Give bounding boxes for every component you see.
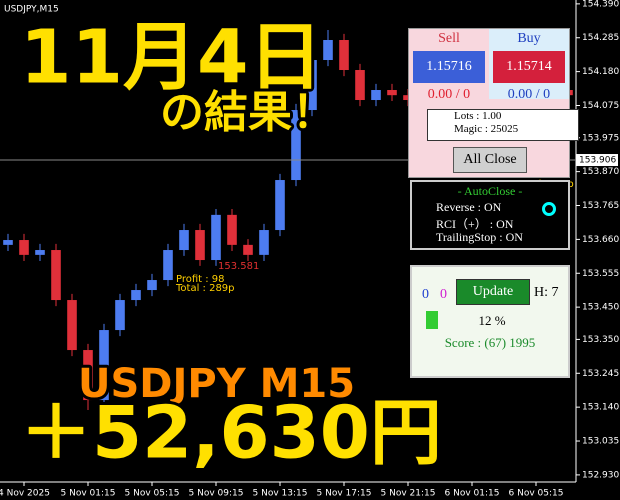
sell-pl: 0.00 / 0 [427, 87, 471, 102]
candle-body [51, 250, 61, 301]
overlay-date: 11月4日 [20, 15, 322, 101]
y-tick-label: 153.870 [582, 167, 619, 177]
y-tick-label: 153.450 [582, 303, 619, 313]
y-tick-label: 154.180 [582, 67, 619, 77]
x-tick-label: 6 Nov 01:15 [445, 489, 500, 499]
candle-body [291, 110, 301, 181]
score-panel: 0 0 Update H: 7 12 % Score : (67) 1995 [410, 265, 570, 378]
x-tick-label: 5 Nov 05:15 [125, 489, 180, 499]
x-tick-label: 5 Nov 17:15 [317, 489, 372, 499]
candle-body [163, 250, 173, 281]
auto-title: - AutoClose - [457, 184, 523, 198]
candle-body [371, 90, 381, 101]
candle-body [3, 240, 13, 245]
candle-body [35, 250, 45, 255]
overlay-profit: ＋52,630円 [20, 391, 442, 475]
candle-body [99, 330, 109, 401]
candle-body [323, 40, 333, 61]
all-close-button[interactable]: All Close [453, 147, 527, 173]
auto-row: Reverse : ON [436, 200, 502, 214]
count-b: 0 [440, 287, 447, 302]
current-price-box [576, 154, 618, 167]
candle-body [355, 70, 365, 101]
x-tick-label: 6 Nov 05:15 [509, 489, 564, 499]
y-tick-label: 153.555 [582, 269, 619, 279]
candle-body [83, 350, 93, 401]
candle-body [67, 300, 77, 351]
candle-body [243, 244, 253, 255]
candle-body [307, 60, 317, 111]
x-tick-label: 5 Nov 09:15 [189, 489, 244, 499]
overlay-symbol: USDJPY M15 [78, 361, 355, 407]
candle-body [387, 90, 397, 96]
y-tick-label: 153.245 [582, 369, 619, 379]
overlay-result: の結果！ [160, 87, 336, 138]
y-tick-label: 153.140 [582, 403, 619, 413]
buy-pl: 0.00 / 0 [507, 87, 551, 102]
current-price-label: 153.906 [579, 156, 616, 166]
y-tick-label: 153.765 [582, 201, 619, 211]
update-button[interactable]: Update [456, 279, 530, 305]
auto-row: RCI（+） : ON [436, 217, 514, 231]
candle-body [211, 214, 221, 261]
score: Score : (67) 1995 [444, 335, 536, 350]
candle-body [275, 180, 285, 231]
candle-body [19, 240, 29, 255]
y-tick-label: 153.660 [582, 235, 619, 245]
buy-button[interactable]: 1.15714 [493, 51, 565, 83]
progress [426, 311, 438, 329]
chart-title: USDJPY,M15 [4, 5, 59, 15]
candle-body [195, 230, 205, 261]
note: Total : 289p [175, 283, 235, 294]
candle-body [131, 290, 141, 301]
auto-panel: - AutoClose - Reverse : ON RCI（+） : ON T… [410, 180, 570, 250]
hours: H: 7 [534, 285, 559, 300]
candle-body [259, 230, 269, 255]
y-tick-label: 154.390 [582, 0, 619, 9]
y-tick-label: 152.930 [582, 470, 619, 480]
y-tick-label: 154.075 [582, 101, 619, 111]
y-tick-label: 153.350 [582, 335, 619, 345]
magic: Magic : 25025 [454, 123, 519, 135]
candle-body [227, 214, 237, 245]
trade-panel: Sell Buy 1.15716 1.15714 0.00 / 0 0.00 /… [408, 28, 579, 178]
sell-label: Sell [438, 31, 460, 46]
x-tick-label: 5 Nov 13:15 [253, 489, 308, 499]
auto-row: TrailingStop : ON [436, 230, 523, 244]
status-dot [542, 202, 556, 216]
lots-box[interactable]: Lots : 1.00 Magic : 25025 [427, 109, 579, 141]
candle-body [179, 230, 189, 251]
percent: 12 % [478, 313, 506, 328]
candle-body [115, 300, 125, 331]
lots: Lots : 1.00 [454, 110, 502, 122]
y-tick-label: 154.285 [582, 33, 619, 43]
y-tick-label: 153.035 [582, 437, 619, 447]
buy-label: Buy [517, 31, 541, 46]
x-tick-label: 5 Nov 21:15 [381, 489, 436, 499]
x-tick-label: 4 Nov 2025 [0, 489, 50, 499]
sell-button[interactable]: 1.15716 [413, 51, 485, 83]
x-tick-label: 5 Nov 01:15 [61, 489, 116, 499]
y-tick-label: 153.975 [582, 133, 619, 143]
candle-body [339, 40, 349, 71]
candle-body [147, 280, 157, 291]
note: Profit : 98 [176, 274, 225, 285]
note: 153.581 [218, 261, 259, 272]
count-a: 0 [422, 287, 429, 302]
